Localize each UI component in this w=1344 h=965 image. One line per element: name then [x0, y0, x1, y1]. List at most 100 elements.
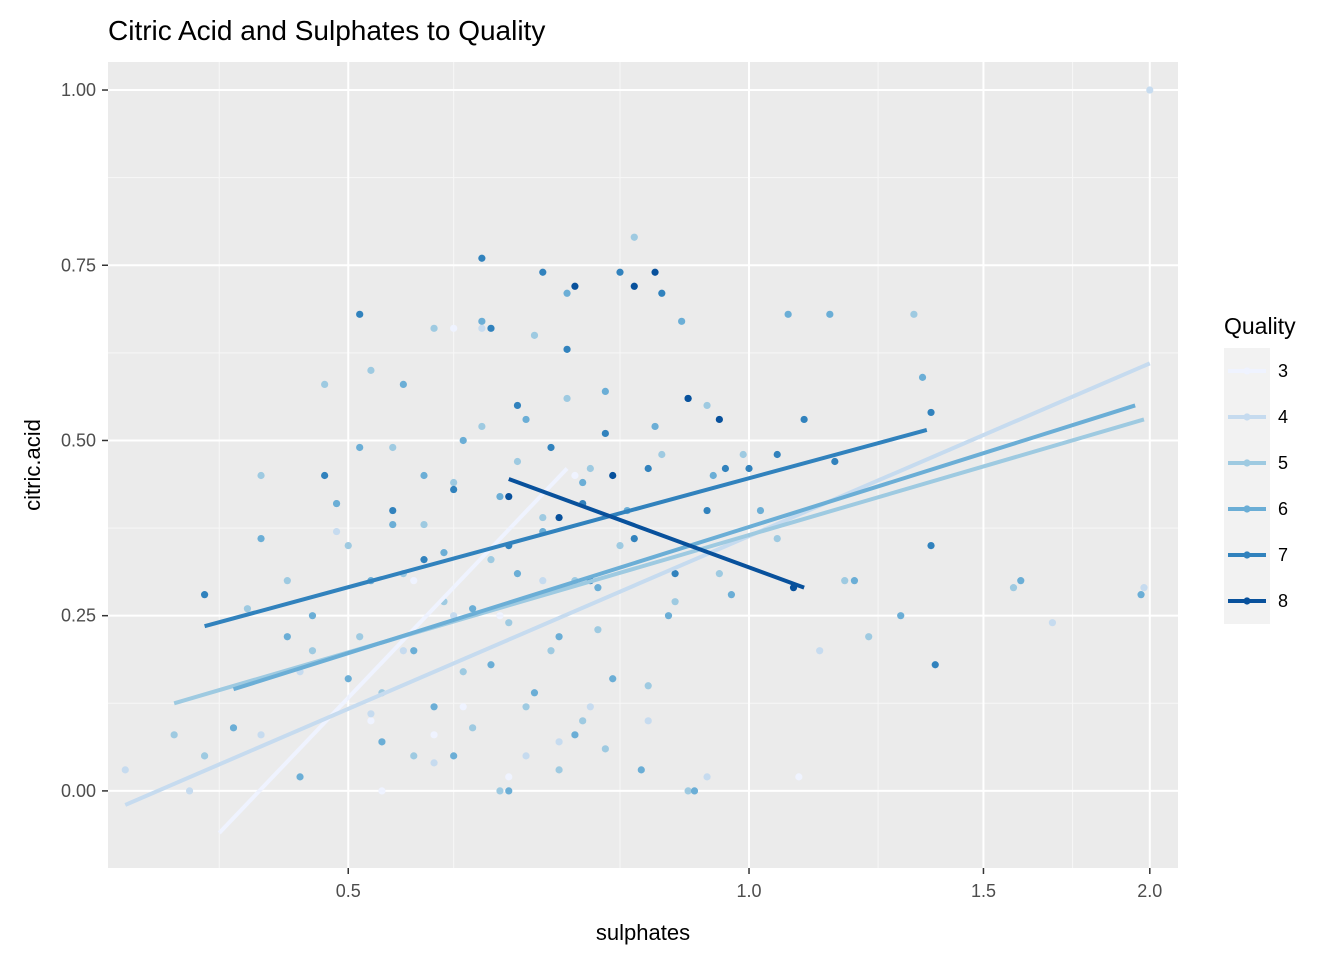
data-point-quality-4 — [1146, 86, 1154, 94]
data-point-quality-6 — [664, 612, 673, 620]
data-point-quality-5 — [389, 443, 397, 452]
data-point-quality-3 — [459, 703, 467, 711]
y-tick-label: 0.75 — [61, 255, 96, 275]
data-point-quality-3 — [410, 577, 418, 585]
data-point-quality-4 — [1048, 619, 1057, 627]
legend: Quality 3 4 5 6 7 8 — [1224, 313, 1296, 624]
data-point-quality-7 — [927, 542, 935, 550]
data-point-quality-8 — [715, 415, 723, 424]
data-point-quality-7 — [931, 661, 939, 669]
data-point-quality-6 — [229, 724, 238, 732]
legend-key-point — [1243, 413, 1251, 421]
data-point-quality-6 — [756, 506, 765, 515]
trend-line-quality-7 — [204, 428, 928, 629]
data-point-quality-5 — [1009, 584, 1018, 592]
data-point-quality-5 — [344, 542, 352, 550]
data-point-quality-6 — [296, 773, 304, 781]
data-point-quality-7 — [321, 471, 329, 480]
data-point-quality-6 — [469, 605, 477, 613]
data-point-quality-5 — [496, 787, 504, 795]
data-point-quality-5 — [539, 513, 547, 522]
data-point-quality-5 — [356, 633, 364, 641]
data-point-quality-5 — [170, 731, 178, 739]
data-point-quality-7 — [539, 268, 547, 276]
plot-panel — [108, 62, 1178, 868]
data-point-quality-6 — [530, 689, 539, 697]
x-tick-label: 0.5 — [336, 881, 361, 901]
data-point-quality-5 — [257, 471, 265, 480]
data-point-quality-4 — [703, 773, 711, 781]
data-point-quality-8 — [651, 268, 659, 276]
data-point-quality-4 — [816, 647, 824, 655]
data-point-quality-6 — [678, 317, 686, 325]
data-point-quality-7 — [927, 408, 935, 417]
y-tick-label: 1.00 — [61, 80, 96, 100]
data-point-quality-5 — [658, 450, 666, 459]
data-point-quality-3 — [450, 324, 458, 332]
data-point-quality-5 — [865, 633, 873, 641]
data-point-quality-3 — [496, 612, 504, 620]
data-point-quality-6 — [709, 471, 717, 480]
legend-label: 4 — [1278, 407, 1288, 427]
data-point-quality-5 — [703, 401, 711, 410]
legend-key-point — [1243, 551, 1251, 559]
data-point-quality-5 — [739, 450, 747, 459]
major-gridlines — [108, 62, 1178, 868]
data-point-quality-4 — [539, 577, 547, 585]
data-point-quality-7 — [563, 345, 571, 353]
data-point-quality-6 — [459, 436, 467, 445]
minor-gridlines — [108, 62, 1178, 868]
data-point-quality-5 — [321, 380, 329, 388]
data-point-quality-6 — [918, 373, 927, 381]
x-tick-label: 2.0 — [1137, 881, 1162, 901]
data-point-quality-8 — [571, 282, 579, 290]
data-point-quality-6 — [563, 289, 571, 297]
data-point-quality-3 — [367, 717, 375, 725]
data-point-quality-6 — [571, 731, 579, 739]
data-point-quality-5 — [410, 752, 418, 760]
data-point-quality-6 — [344, 675, 352, 683]
data-point-quality-6 — [522, 415, 530, 424]
legend-key-point — [1243, 459, 1251, 467]
data-point-quality-6 — [257, 534, 265, 543]
data-point-quality-6 — [601, 387, 609, 396]
data-point-quality-6 — [332, 499, 341, 508]
data-point-quality-6 — [430, 703, 438, 711]
data-point-quality-5 — [243, 605, 252, 613]
data-point-quality-5 — [283, 577, 291, 585]
data-point-quality-5 — [616, 542, 624, 550]
data-point-quality-4 — [430, 759, 438, 767]
data-point-quality-6 — [850, 577, 859, 585]
data-point-quality-4 — [399, 647, 407, 655]
data-point-quality-5 — [200, 752, 209, 760]
x-tick-label: 1.0 — [737, 881, 762, 901]
data-point-quality-5 — [430, 324, 438, 332]
data-point-quality-5 — [841, 577, 849, 585]
data-point-quality-6 — [308, 612, 317, 620]
data-point-quality-4 — [522, 752, 530, 760]
data-point-quality-6 — [1137, 591, 1145, 599]
data-point-quality-3 — [430, 731, 438, 739]
data-point-quality-6 — [378, 738, 386, 746]
data-point-quality-5 — [459, 668, 467, 676]
data-point-quality-4 — [121, 766, 129, 774]
data-point-quality-6 — [505, 787, 513, 795]
data-point-quality-5 — [469, 724, 477, 732]
data-point-quality-5 — [505, 619, 513, 627]
data-point-quality-5 — [910, 310, 918, 318]
data-point-quality-6 — [389, 520, 397, 529]
data-point-quality-8 — [630, 282, 638, 290]
data-point-quality-7 — [389, 506, 397, 515]
data-point-quality-5 — [594, 626, 602, 634]
data-point-quality-3 — [378, 787, 386, 795]
data-point-quality-5 — [367, 366, 375, 374]
data-point-quality-5 — [450, 478, 458, 487]
data-point-quality-6 — [420, 471, 428, 480]
data-point-quality-7 — [644, 464, 652, 473]
y-tick-label: 0.25 — [61, 606, 96, 626]
data-point-quality-7 — [356, 310, 364, 318]
data-point-quality-4 — [367, 710, 375, 718]
data-point-quality-8 — [609, 471, 617, 480]
y-axis-title: citric.acid — [20, 419, 45, 511]
